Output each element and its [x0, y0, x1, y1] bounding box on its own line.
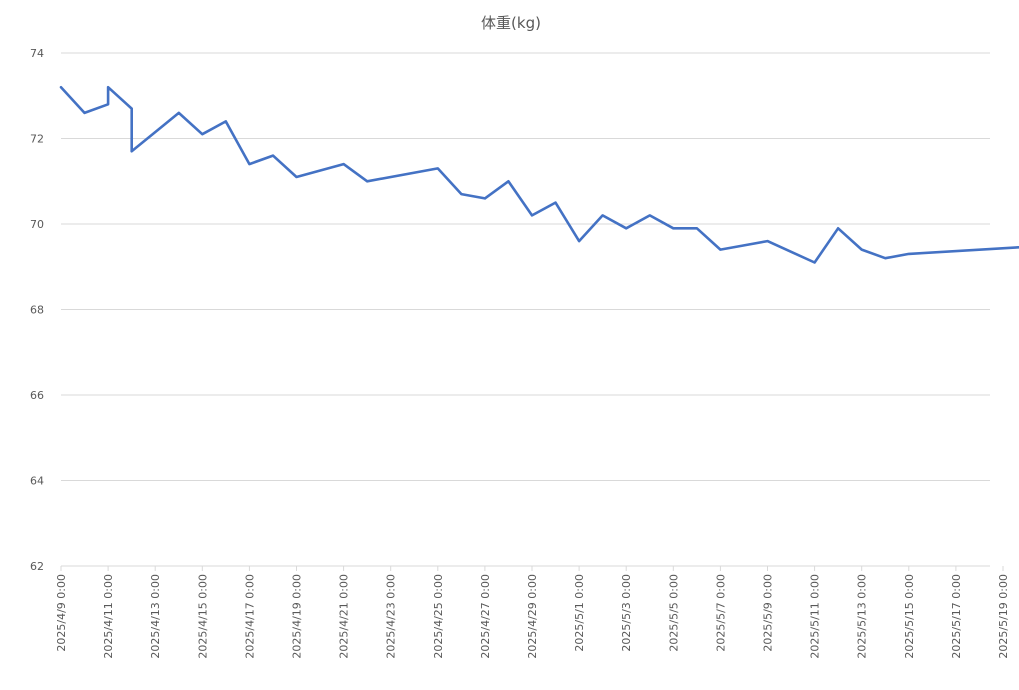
x-tick-label: 2025/5/13 0:00 — [856, 574, 869, 659]
x-tick-label: 2025/4/19 0:00 — [291, 574, 304, 659]
y-tick-label: 68 — [30, 304, 44, 317]
x-tick-label: 2025/4/11 0:00 — [102, 574, 115, 659]
weight-series-line — [59, 85, 1019, 264]
x-tick-label: 2025/5/15 0:00 — [903, 574, 916, 659]
x-tick-label: 2025/5/1 0:00 — [573, 574, 586, 652]
x-tick-label: 2025/4/15 0:00 — [196, 574, 209, 659]
x-tick-label: 2025/5/11 0:00 — [809, 574, 822, 659]
x-tick-label: 2025/5/7 0:00 — [714, 574, 727, 652]
y-tick-label: 72 — [30, 133, 44, 146]
y-tick-label: 66 — [30, 389, 44, 402]
y-tick-label: 64 — [30, 475, 44, 488]
x-tick-label: 2025/5/3 0:00 — [620, 574, 633, 652]
x-tick-label: 2025/4/23 0:00 — [385, 574, 398, 659]
x-tick-label: 2025/5/9 0:00 — [762, 574, 775, 652]
y-tick-label: 74 — [30, 47, 44, 60]
x-tick-label: 2025/4/17 0:00 — [243, 574, 256, 659]
series-lines — [59, 85, 1019, 264]
x-axis-ticks: 2025/4/9 0:00 2025/4/11 0:00 2025/4/13 0:0… — [55, 566, 1010, 659]
x-tick-label: 2025/4/13 0:00 — [149, 574, 162, 659]
x-tick-label: 2025/4/27 0:00 — [479, 574, 492, 659]
x-tick-label: 2025/4/25 0:00 — [432, 574, 445, 659]
x-tick-label: 2025/4/21 0:00 — [338, 574, 351, 659]
x-tick-label: 2025/4/29 0:00 — [526, 574, 539, 659]
x-tick-label: 2025/5/17 0:00 — [950, 574, 963, 659]
y-tick-label: 70 — [30, 218, 44, 231]
gridlines — [61, 52, 990, 567]
y-axis-ticks: 62 64 66 68 70 72 74 — [30, 47, 44, 573]
y-tick-label: 62 — [30, 560, 44, 573]
chart-title: 体重(kg) — [481, 14, 541, 32]
x-tick-label: 2025/5/19 0:00 — [997, 574, 1010, 659]
x-tick-label: 2025/4/9 0:00 — [55, 574, 68, 652]
x-tick-label: 2025/5/5 0:00 — [667, 574, 680, 652]
